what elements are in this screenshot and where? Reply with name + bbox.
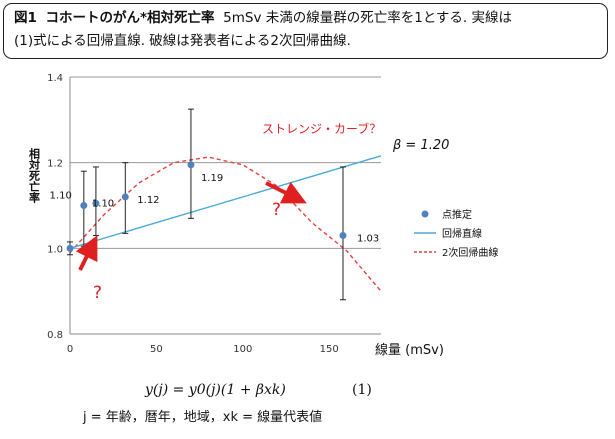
beta-label: β = 1.20 — [392, 138, 449, 153]
y-axis-label: 相対死亡率 — [28, 147, 42, 204]
figure-title: コホートのがん*相対死亡率 — [45, 10, 215, 26]
formula-number: (1) — [352, 382, 372, 398]
red-arrow — [265, 181, 307, 204]
regression-formula: y(j) = y0(j)(1 + βxk) — [145, 382, 286, 398]
question-mark: ? — [272, 200, 281, 220]
legend-label: 点推定 — [442, 208, 472, 221]
question-mark: ? — [93, 283, 102, 303]
point-estimate — [66, 244, 74, 252]
x-tick-label: 150 — [320, 344, 339, 355]
caption-line-1: 図1 コホートのがん*相対死亡率 5mSv 未満の線量群の死亡率を1とする. 実… — [14, 7, 597, 30]
red-arrow — [75, 235, 98, 271]
y-tick-label: 1.0 — [47, 244, 63, 255]
data-label: 1.10 — [92, 198, 114, 209]
figure-number: 図1 — [14, 10, 37, 26]
caption-text-2: (1)式による回帰直線. 破線は発表者による2次回帰曲線. — [14, 33, 351, 49]
data-label: 1.10 — [50, 191, 72, 202]
legend-label: 回帰直線 — [442, 227, 482, 240]
caption-text-1: 5mSv 未満の線量群の死亡率を1とする. 実線は — [223, 10, 513, 26]
data-label: 1.03 — [357, 233, 379, 244]
data-label: 1.19 — [201, 173, 223, 184]
point-estimate — [187, 161, 195, 169]
quadratic-curve — [69, 156, 382, 292]
figure-caption: 図1 コホートのがん*相対死亡率 5mSv 未満の線量群の死亡率を1とする. 実… — [3, 3, 608, 59]
regression-line — [69, 155, 382, 250]
x-tick-label: 100 — [233, 344, 252, 355]
y-tick-label: 1.2 — [47, 159, 63, 170]
point-estimate — [121, 193, 129, 201]
legend-label: 2次回帰曲線 — [442, 246, 498, 259]
x-tick-label: 0 — [67, 344, 73, 355]
legend-point-icon — [421, 210, 429, 218]
point-estimate — [80, 202, 88, 209]
chart-container: 0.8 1.0 1.2 1.4 0 50 100 150 相対死亡率線量 (mSv) β = 1.… — [0, 62, 615, 382]
data-label: 1.12 — [137, 195, 159, 206]
y-tick-label: 1.4 — [47, 73, 63, 84]
y-tick-label: 0.8 — [47, 330, 63, 341]
point-estimate — [339, 231, 347, 239]
strange-curve-annotation: ストレンジ・カーブ？ — [262, 121, 381, 136]
point-estimate — [92, 199, 100, 207]
x-tick-label: 50 — [150, 344, 163, 355]
formula-definitions: j = 年齢，暦年，地域，xk = 線量代表値 — [83, 410, 323, 425]
x-axis-label: 線量 (mSv) — [375, 342, 444, 358]
